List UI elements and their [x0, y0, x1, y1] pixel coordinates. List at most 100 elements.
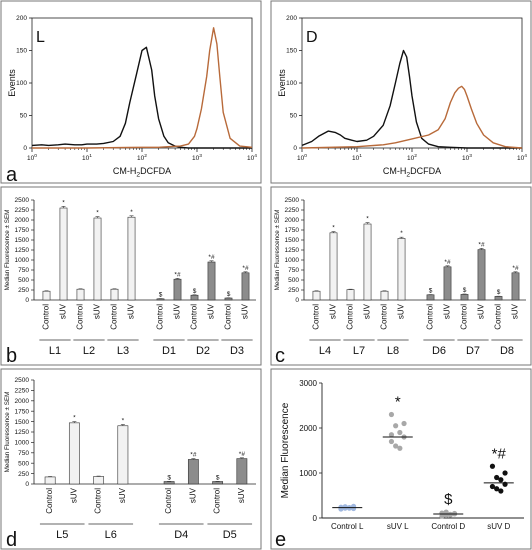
y-axis-label: Events	[7, 69, 17, 97]
bar	[44, 476, 56, 485]
category-label: Control	[164, 488, 173, 514]
data-point	[397, 429, 403, 436]
panel-letter-e: e	[275, 529, 286, 550]
category-label: Control	[426, 304, 435, 330]
data-point	[498, 488, 504, 494]
bar	[477, 249, 486, 301]
category-label: sUV	[477, 303, 486, 319]
category-label: sUV	[127, 303, 136, 319]
y-tick-label: 1500	[15, 419, 30, 426]
data-point	[401, 420, 407, 427]
x-tick-label: 103	[192, 153, 202, 162]
group-label: D3	[230, 345, 244, 357]
plot-frame	[301, 17, 523, 149]
data-point	[393, 423, 399, 429]
data-point	[388, 438, 395, 445]
x-tick-label: 102	[407, 153, 417, 162]
group-label: D4	[174, 529, 188, 541]
histogram-L: 100 101 102 103 104 0 50 100 150 200 CM-H2DCFDA Eve…	[7, 15, 257, 178]
y-tick-label: 2000	[299, 424, 317, 433]
bar	[156, 298, 165, 301]
group-label: L1	[49, 345, 61, 357]
significance-marker: *#	[242, 265, 249, 272]
y-tick-label: 1750	[15, 227, 30, 234]
y-tick-label: 200	[286, 15, 297, 22]
category-label: sUV	[397, 303, 406, 319]
y-tick-label: 200	[16, 15, 27, 22]
y-tick-label: 50	[20, 113, 28, 120]
category-label: sUV L	[387, 522, 409, 531]
category-label: Control	[94, 488, 103, 514]
category-label: sUV	[93, 303, 102, 319]
significance-marker: *	[395, 394, 401, 411]
panel-letter-d: d	[6, 529, 17, 550]
y-tick-label: 0	[295, 297, 299, 304]
histogram-series-0	[31, 46, 252, 149]
y-tick-label: 2000	[15, 217, 30, 224]
significance-marker: *	[400, 230, 403, 237]
panel-d-frame	[0, 368, 262, 550]
category-label: sUV	[443, 303, 452, 319]
scatter-chart-e: 0 1000 2000 3000 Median Fluorescence Control …	[280, 379, 524, 531]
plot-frame	[31, 17, 253, 149]
bar	[511, 272, 520, 301]
bar	[443, 266, 452, 301]
category-label: Control	[156, 304, 165, 330]
bar	[346, 289, 355, 301]
x-tick-label: 104	[517, 153, 527, 162]
bar-chart-b: 0 250 500 750 1000 1250 1500 1750 2000 2250 2500 Me…	[4, 197, 256, 357]
group-label: L8	[387, 345, 399, 357]
y-tick-label: 2500	[15, 377, 30, 384]
category-label: sUV	[241, 303, 250, 319]
category-label: Control	[213, 488, 222, 514]
sample-label: D	[306, 29, 318, 46]
category-label: sUV	[363, 303, 372, 319]
data-point	[388, 411, 395, 418]
sample-label: L	[36, 29, 45, 46]
bar	[426, 294, 435, 301]
panel-c-frame	[270, 186, 532, 366]
bar	[76, 288, 85, 301]
y-tick-label: 500	[288, 277, 299, 284]
group-label: L2	[83, 345, 95, 357]
y-tick-label: 2250	[285, 207, 300, 214]
histogram-series-1	[32, 27, 253, 149]
data-point	[388, 432, 395, 438]
y-tick-label: 100	[16, 80, 27, 87]
significance-marker: *	[130, 209, 133, 216]
group-label: L5	[56, 529, 68, 541]
significance-marker: $	[497, 289, 501, 296]
bar	[207, 261, 216, 301]
significance-marker: *	[332, 225, 335, 232]
y-tick-label: 1000	[299, 469, 317, 478]
category-label: Control	[190, 304, 199, 330]
y-tick-label: 500	[18, 460, 29, 467]
significance-marker: $	[159, 292, 163, 299]
group-label: L7	[353, 345, 365, 357]
y-tick-label: 1000	[285, 257, 300, 264]
bar	[241, 272, 250, 301]
group-label: D5	[223, 529, 237, 541]
group-label: L3	[117, 345, 129, 357]
group-label: D1	[162, 345, 176, 357]
category-label: Control	[45, 488, 54, 514]
data-point	[498, 477, 504, 483]
data-point	[494, 474, 500, 481]
category-label: sUV	[511, 303, 520, 319]
bar	[363, 223, 372, 301]
y-tick-label: 1250	[285, 247, 300, 254]
significance-marker: $	[227, 291, 231, 298]
significance-marker: *	[62, 199, 65, 206]
category-label: Control	[380, 304, 389, 330]
significance-marker: *#	[444, 259, 451, 266]
data-point	[502, 470, 508, 476]
significance-marker: $	[463, 287, 467, 294]
y-tick-label: 1500	[15, 237, 30, 244]
y-tick-label: 100	[286, 80, 297, 87]
x-tick-label: 104	[247, 153, 257, 162]
significance-marker: *	[96, 210, 99, 217]
y-tick-label: 250	[18, 471, 29, 478]
y-tick-label: 0	[313, 514, 318, 523]
bar	[312, 290, 321, 301]
